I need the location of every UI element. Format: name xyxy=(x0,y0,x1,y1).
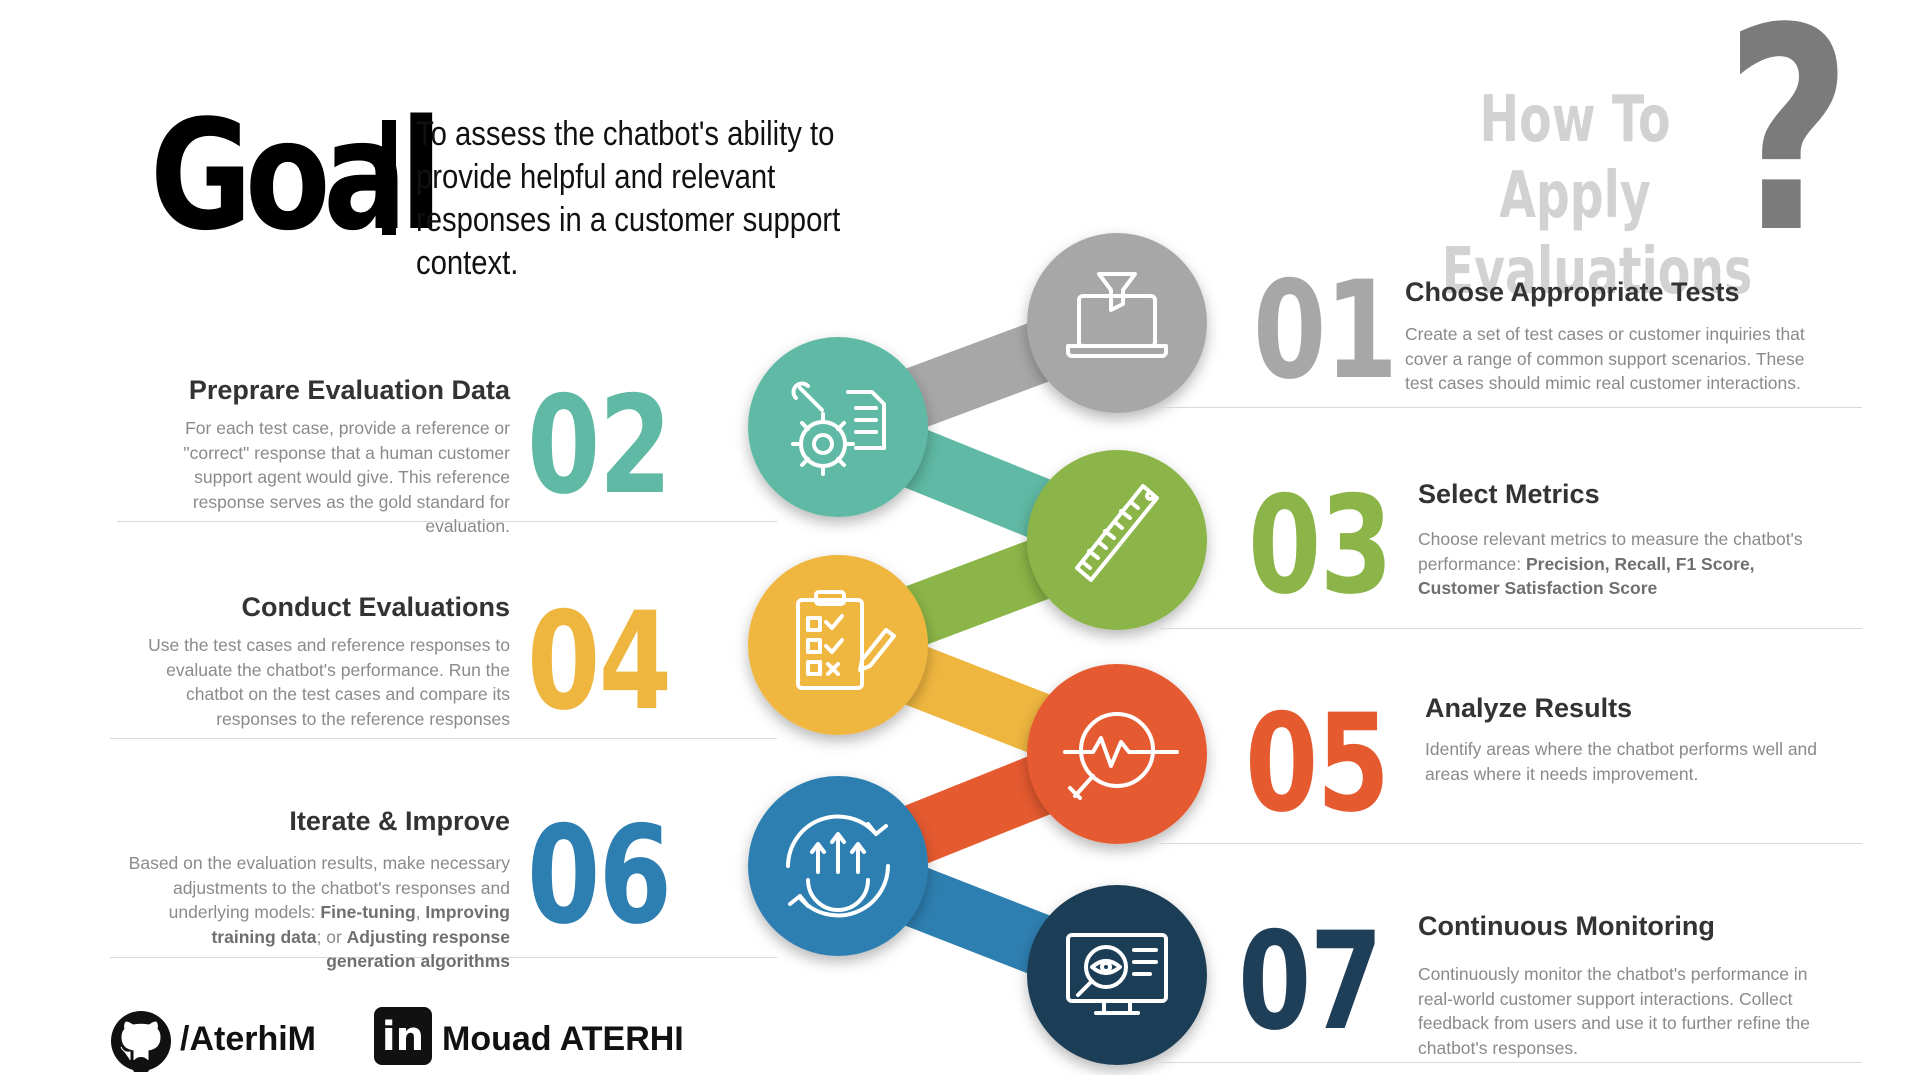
circle-03 xyxy=(1027,450,1207,630)
step-title-07: Continuous Monitoring xyxy=(1418,911,1715,941)
step-number-05: 05 xyxy=(1245,685,1390,842)
step-desc-06-training-data: Improving training data xyxy=(211,902,510,947)
step-desc-02: For each test case, provide a reference … xyxy=(183,418,510,536)
how-to-apply-title: How To Apply Evaluations xyxy=(1441,82,1753,310)
step-title-04: Conduct Evaluations xyxy=(241,592,510,622)
circle-01 xyxy=(1027,233,1207,413)
step-block-06: Iterate & Improve Based on the evaluatio… xyxy=(120,806,510,974)
step-desc-05: Identify areas where the chatbot perform… xyxy=(1425,739,1818,784)
gear-wrench-document-icon xyxy=(791,381,886,476)
divider-06 xyxy=(110,957,777,958)
divider-07 xyxy=(1160,1062,1862,1063)
question-mark-icon: ? xyxy=(1725,0,1852,295)
circle-07 xyxy=(1027,885,1207,1065)
step-number-03: 03 xyxy=(1248,467,1393,624)
step-desc-04: Use the test cases and reference respons… xyxy=(148,635,510,729)
step-number-04: 04 xyxy=(527,583,672,740)
step-title-03: Select Metrics xyxy=(1418,479,1600,509)
step-block-02: Preprare Evaluation Data For each test c… xyxy=(130,375,510,539)
ruler-icon xyxy=(1075,484,1159,582)
step-desc-06-sep2: ; or xyxy=(316,926,347,947)
step-desc-06-sep1: , xyxy=(415,902,426,922)
goal-description: To assess the chatbot's ability to provi… xyxy=(416,115,841,282)
goal-divider xyxy=(382,120,396,235)
divider-05 xyxy=(1160,843,1862,844)
step-number-02: 02 xyxy=(527,367,672,524)
linkedin-icon: in xyxy=(374,1007,432,1065)
step-title-06: Iterate & Improve xyxy=(289,806,510,836)
divider-04 xyxy=(110,738,777,739)
step-title-01: Choose Appropriate Tests xyxy=(1405,277,1740,307)
divider-03 xyxy=(1160,628,1862,629)
divider-02 xyxy=(117,521,777,522)
step-desc-07: Continuously monitor the chatbot's perfo… xyxy=(1418,964,1811,1058)
step-desc-06: Based on the evaluation results, make ne… xyxy=(120,851,510,974)
step-number-07: 07 xyxy=(1238,903,1383,1060)
laptop-funnel-icon xyxy=(1066,272,1168,358)
github-icon xyxy=(111,1011,171,1072)
monitor-eye-icon xyxy=(1066,933,1168,1015)
step-desc-06-text: Based on the evaluation results, make ne… xyxy=(128,853,510,922)
improvement-cycle-icon xyxy=(786,814,890,918)
divider-01 xyxy=(1160,407,1862,408)
github-handle[interactable]: /AterhiM xyxy=(180,1020,316,1058)
step-desc-06-algorithms: Adjusting response generation algorithms xyxy=(326,926,510,972)
magnifier-pulse-icon xyxy=(1063,712,1179,800)
step-number-06: 06 xyxy=(527,797,672,954)
checklist-clipboard-icon xyxy=(796,590,896,690)
step-title-02: Preprare Evaluation Data xyxy=(188,375,510,405)
linkedin-name[interactable]: Mouad ATERHI xyxy=(442,1020,684,1058)
step-desc-01: Create a set of test cases or customer i… xyxy=(1405,324,1805,393)
step-title-05: Analyze Results xyxy=(1425,693,1633,723)
step-desc-06-finetuning: Fine-tuning xyxy=(320,902,416,922)
how-to-apply-line2: Evaluations xyxy=(1441,235,1753,309)
step-desc-03-text: Choose relevant metrics to measure the c… xyxy=(1418,529,1803,574)
how-to-apply-line1: How To Apply xyxy=(1479,83,1671,233)
step-desc-03-metrics: Precision, Recall, F1 Score, Customer Sa… xyxy=(1418,553,1755,599)
step-number-01: 01 xyxy=(1253,252,1398,409)
step-desc-03: Choose relevant metrics to measure the c… xyxy=(1418,527,1828,601)
step-block-04: Conduct Evaluations Use the test cases a… xyxy=(120,592,510,731)
